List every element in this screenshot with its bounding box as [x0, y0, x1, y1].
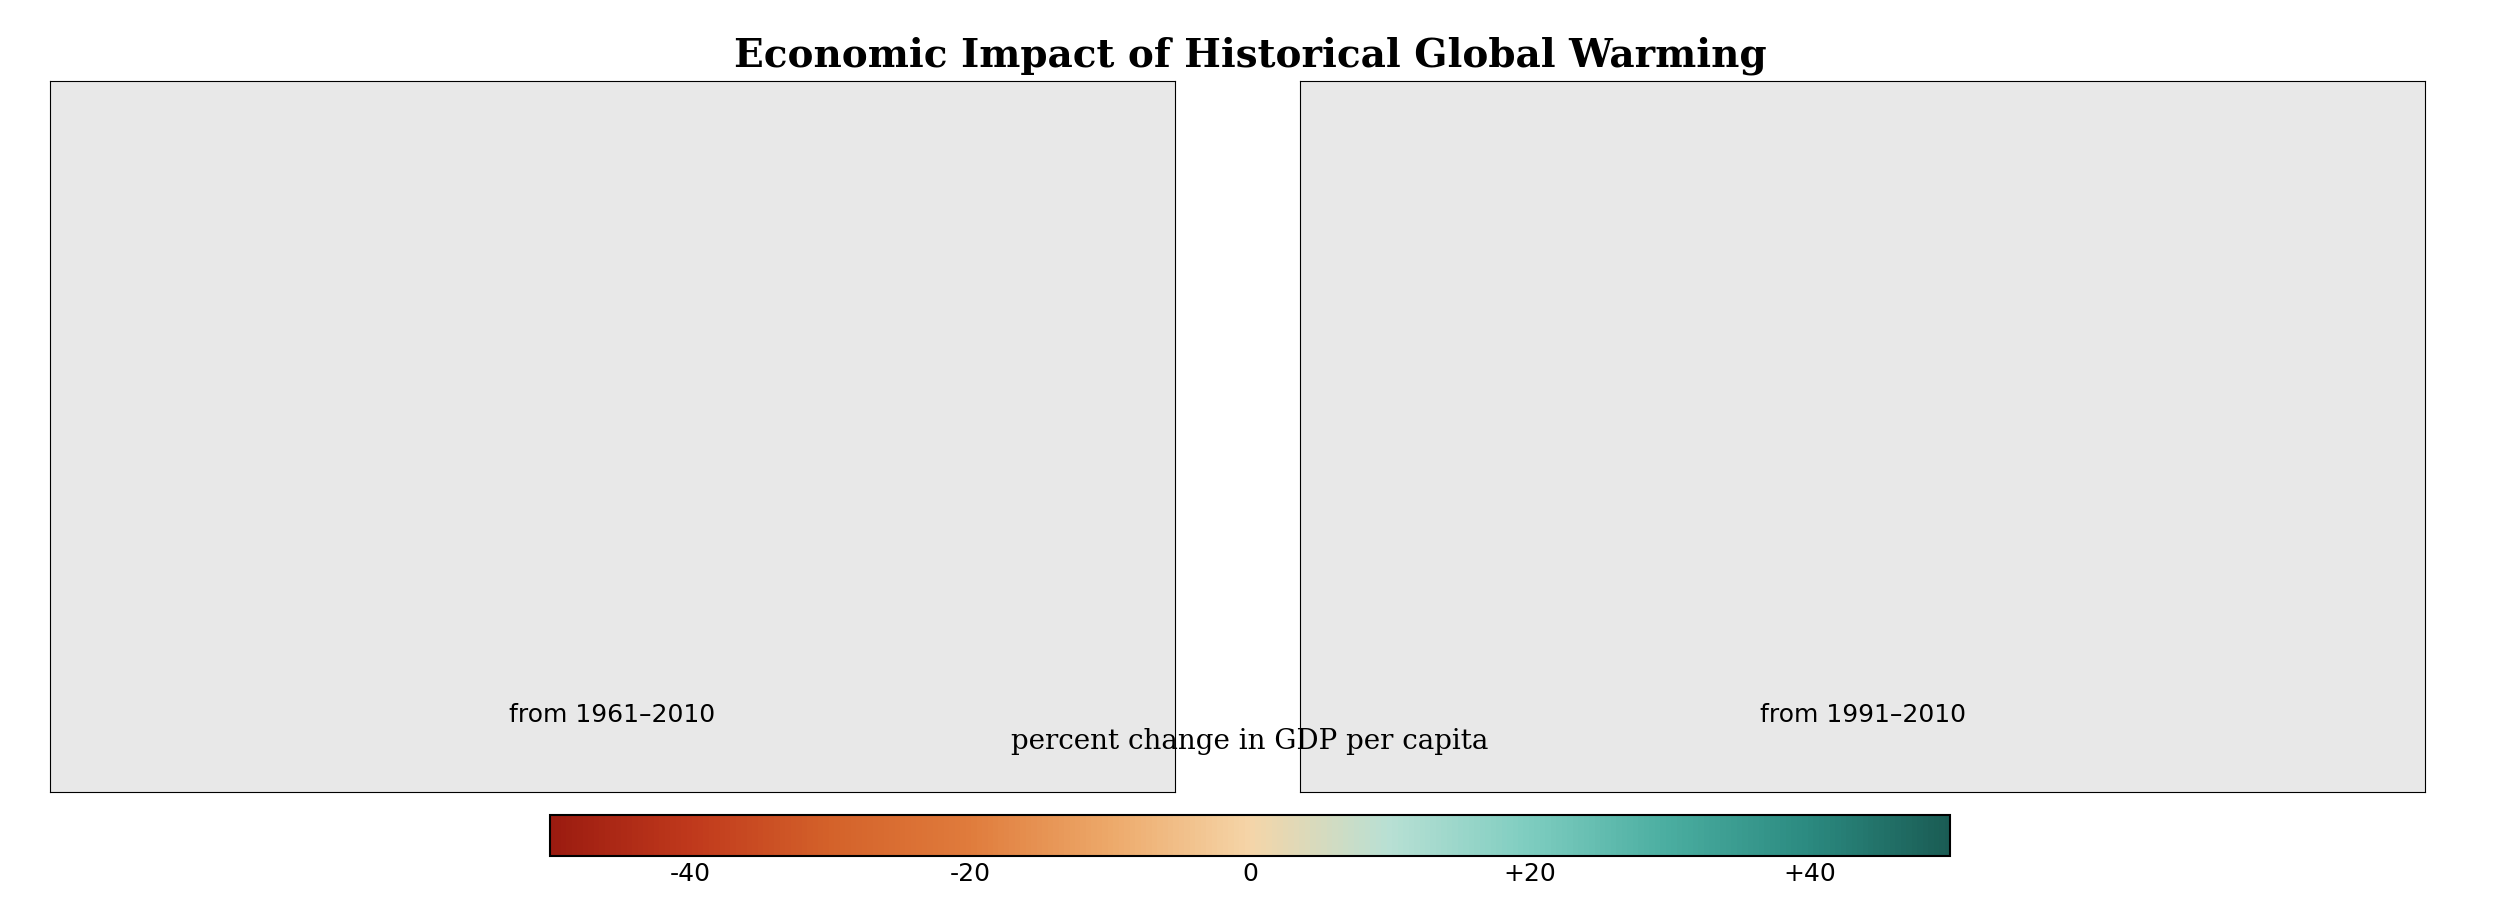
Text: from 1991–2010: from 1991–2010	[1760, 702, 1965, 726]
Text: percent change in GDP per capita: percent change in GDP per capita	[1013, 727, 1488, 754]
Text: from 1961–2010: from 1961–2010	[510, 702, 715, 726]
Text: Economic Impact of Historical Global Warming: Economic Impact of Historical Global War…	[732, 36, 1768, 75]
